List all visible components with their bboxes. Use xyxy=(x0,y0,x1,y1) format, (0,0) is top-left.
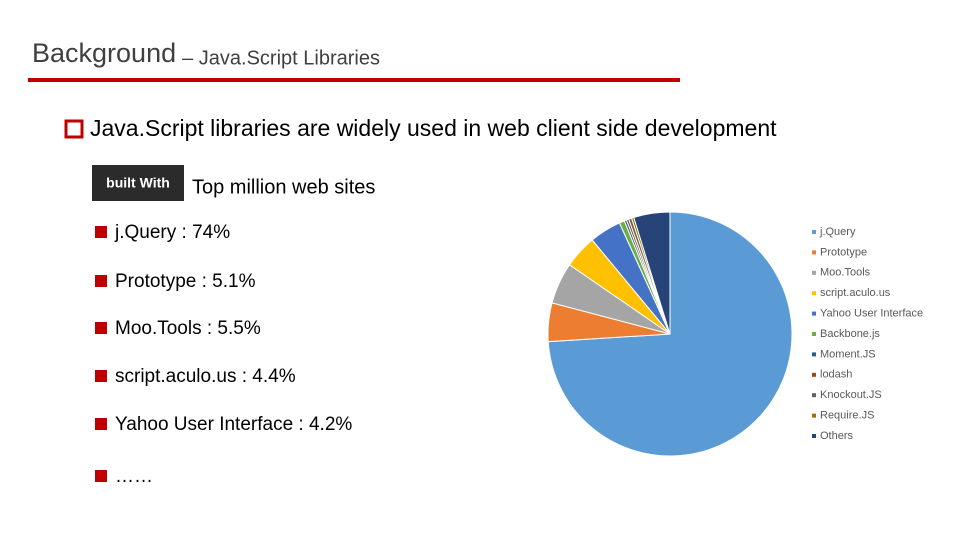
logo: built With xyxy=(106,175,170,191)
legend-swatch xyxy=(812,270,816,275)
legend-swatch xyxy=(812,332,816,336)
caption: Top million web sites xyxy=(192,176,375,198)
item-text: Yahoo User Interface : 4.2% xyxy=(115,414,352,435)
legend-swatch xyxy=(812,434,816,438)
legend-swatch xyxy=(812,311,816,316)
legend-label: Knockout.JS xyxy=(820,389,882,401)
legend-swatch xyxy=(812,250,816,255)
logo-box xyxy=(92,165,184,201)
legend-label: Require.JS xyxy=(820,410,874,422)
item-text: j.Query : 74% xyxy=(114,222,230,243)
legend-label: Moment.JS xyxy=(820,348,876,360)
legend-swatch xyxy=(812,230,816,234)
item-bullet xyxy=(95,322,107,334)
item-bullet xyxy=(95,370,107,382)
legend-label: j.Query xyxy=(819,226,856,238)
item-bullet xyxy=(95,418,107,430)
legend-swatch xyxy=(812,291,816,296)
legend-label: Prototype xyxy=(820,246,867,258)
legend-swatch xyxy=(812,352,816,357)
checkbox-bullet xyxy=(64,119,84,139)
legend-label: lodash xyxy=(820,369,852,381)
title: Background xyxy=(32,38,176,68)
legend-label: Moo.Tools xyxy=(820,267,871,279)
item-text: script.aculo.us : 4.4% xyxy=(115,366,296,387)
pie-slice xyxy=(633,211,671,335)
item-text: …… xyxy=(115,466,153,487)
bullet-text: Java.Script libraries are widely used in… xyxy=(90,115,777,141)
subtitle: – Java.Script Libraries xyxy=(182,47,380,69)
legend-label: Others xyxy=(820,430,854,442)
legend-swatch xyxy=(812,413,816,418)
legend-swatch xyxy=(812,372,816,377)
item-bullet xyxy=(95,470,107,482)
item-text: Moo.Tools : 5.5% xyxy=(115,318,261,339)
legend-swatch xyxy=(812,393,816,398)
item-bullet xyxy=(95,226,107,238)
item-text: Prototype : 5.1% xyxy=(115,271,256,292)
legend-label: script.aculo.us xyxy=(820,287,891,299)
legend-label: Backbone.js xyxy=(820,328,880,340)
legend-label: Yahoo User Interface xyxy=(820,308,923,320)
item-bullet xyxy=(95,275,107,287)
